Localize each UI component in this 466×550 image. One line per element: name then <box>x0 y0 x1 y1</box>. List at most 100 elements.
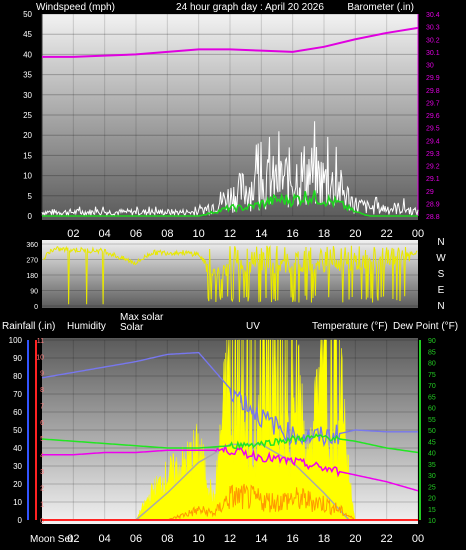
top-right-tick-label: 30 <box>426 63 434 70</box>
humidity-tick-label: 50 <box>13 426 22 435</box>
top-right-tick-label: 29.5 <box>426 126 440 133</box>
top-right-tick-label: 28.9 <box>426 201 440 208</box>
compass-label: W <box>436 253 446 264</box>
top-x-tick-label: 12 <box>224 228 236 240</box>
uv-tick-label: 1 <box>40 502 44 509</box>
top-right-tick-label: 29.6 <box>426 113 440 120</box>
top-x-tick-label: 08 <box>161 228 173 240</box>
top-left-tick-label: 25 <box>23 111 32 120</box>
compass-label: S <box>438 269 445 280</box>
temperature-label: Temperature (°F) <box>312 321 388 332</box>
humidity-tick-label: 70 <box>13 390 22 399</box>
top-right-tick-label: 28.8 <box>426 214 440 221</box>
top-x-tick-label: 04 <box>99 228 111 240</box>
humidity-tick-label: 0 <box>18 516 23 525</box>
temperature-tick-label: 80 <box>428 361 436 368</box>
temperature-tick-label: 40 <box>428 451 436 458</box>
max-solar-label: Max solar <box>120 312 164 323</box>
bottom-x-tick-label: 18 <box>318 533 330 545</box>
temperature-tick-label: 15 <box>428 507 436 514</box>
top-right-axis-label: Barometer (.in) <box>347 2 414 13</box>
top-right-tick-label: 29.2 <box>426 164 440 171</box>
top-right-tick-label: 29.3 <box>426 151 440 158</box>
top-right-tick-label: 30.2 <box>426 37 440 44</box>
compass-label: E <box>438 285 445 296</box>
bottom-x-tick-label: 12 <box>224 533 236 545</box>
top-left-tick-label: 35 <box>23 71 32 80</box>
humidity-tick-label: 40 <box>13 444 22 453</box>
top-left-tick-label: 5 <box>28 192 33 201</box>
uv-tick-label: 6 <box>40 420 44 427</box>
uv-tick-label: 4 <box>40 453 44 460</box>
temperature-tick-label: 60 <box>428 406 436 413</box>
dew-point-label: Dew Point (°F) <box>393 321 458 332</box>
temperature-tick-label: 20 <box>428 496 436 503</box>
bottom-x-tick-label: 02 <box>67 533 79 545</box>
barometer-line <box>42 26 419 58</box>
top-left-tick-label: 0 <box>28 212 33 221</box>
rainfall-axis-label: Rainfall (.in) <box>2 321 55 332</box>
top-right-tick-label: 29 <box>426 189 434 196</box>
compass-label: N <box>437 237 444 248</box>
humidity-line <box>41 351 418 448</box>
top-x-tick-label: 00 <box>412 228 424 240</box>
top-x-tick-label: 20 <box>349 228 361 240</box>
top-x-tick-label: 10 <box>193 228 205 240</box>
top-right-tick-label: 29.1 <box>426 176 440 183</box>
top-left-tick-label: 50 <box>23 10 32 19</box>
bottom-x-tick-label: 20 <box>349 533 361 545</box>
bottom-x-tick-label: 00 <box>412 533 424 545</box>
temperature-tick-label: 55 <box>428 417 436 424</box>
top-left-tick-label: 10 <box>23 172 32 181</box>
top-x-tick-label: 22 <box>381 228 393 240</box>
bottom-x-tick-label: 04 <box>99 533 111 545</box>
bottom-x-tick-label: 06 <box>130 533 142 545</box>
top-right-tick-label: 29.9 <box>426 75 440 82</box>
uv-tick-label: 9 <box>40 371 44 378</box>
top-chart-title: 24 hour graph day : April 20 2026 <box>176 2 324 13</box>
top-right-tick-label: 30.4 <box>426 12 440 19</box>
wind-average-line <box>42 190 418 217</box>
direction-tick-label: 180 <box>26 273 38 280</box>
uv-tick-label: 2 <box>40 485 44 492</box>
top-left-axis-label: Windspeed (mph) <box>36 2 115 13</box>
humidity-tick-label: 20 <box>13 480 22 489</box>
moon-set-label: Moon Set <box>30 534 73 545</box>
wind-baro-plot-area <box>42 14 418 220</box>
uv-tick-label: 0 <box>40 518 44 525</box>
temperature-tick-label: 50 <box>428 428 436 435</box>
humidity-label: Humidity <box>67 321 106 332</box>
top-left-tick-label: 15 <box>23 151 32 160</box>
temperature-tick-label: 10 <box>428 518 436 525</box>
top-x-tick-label: 14 <box>255 228 267 240</box>
bottom-x-tick-label: 16 <box>287 533 299 545</box>
bottom-x-tick-label: 14 <box>255 533 267 545</box>
temperature-tick-label: 25 <box>428 484 436 491</box>
uv-tick-label: 7 <box>40 403 44 410</box>
windspeed-line <box>41 121 419 218</box>
solar-label: Solar <box>120 322 144 333</box>
temperature-tick-label: 30 <box>428 473 436 480</box>
top-left-tick-label: 30 <box>23 91 32 100</box>
uv-tick-label: 10 <box>36 354 44 361</box>
direction-tick-label: 0 <box>34 304 38 311</box>
top-left-tick-label: 20 <box>23 131 32 140</box>
temperature-tick-label: 35 <box>428 462 436 469</box>
uv-tick-label: 3 <box>40 469 44 476</box>
direction-tick-label: 270 <box>26 258 38 265</box>
temperature-tick-label: 65 <box>428 394 436 401</box>
top-x-tick-label: 18 <box>318 228 330 240</box>
temperature-tick-label: 75 <box>428 372 436 379</box>
humidity-tick-label: 90 <box>13 354 22 363</box>
compass-label: N <box>437 301 444 312</box>
temperature-line <box>42 443 419 492</box>
uv-label: UV <box>246 321 260 332</box>
top-left-tick-label: 40 <box>23 50 32 59</box>
top-right-tick-label: 29.7 <box>426 100 440 107</box>
top-right-tick-label: 30.1 <box>426 50 440 57</box>
humidity-tick-label: 80 <box>13 372 22 381</box>
direction-tick-label: 360 <box>26 242 38 249</box>
humidity-tick-label: 30 <box>13 462 22 471</box>
direction-tick-label: 90 <box>30 289 38 296</box>
uv-tick-label: 8 <box>40 387 44 394</box>
